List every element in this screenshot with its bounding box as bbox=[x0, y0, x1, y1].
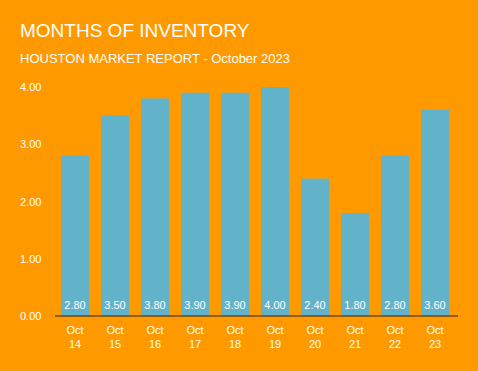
background bbox=[0, 0, 478, 371]
x-tick-label-line: Oct bbox=[186, 324, 203, 336]
x-tick-label-line: Oct bbox=[66, 324, 83, 336]
x-tick-label-line: 15 bbox=[109, 338, 121, 350]
bar bbox=[301, 179, 329, 316]
data-label: 2.80 bbox=[384, 299, 405, 311]
bar bbox=[61, 156, 89, 316]
x-tick-label: Oct 15 bbox=[106, 324, 123, 350]
data-label: 2.80 bbox=[64, 299, 85, 311]
bars bbox=[61, 87, 449, 316]
data-label: 3.90 bbox=[224, 299, 245, 311]
x-tick-label: Oct 14 bbox=[66, 324, 83, 350]
x-tick-label-line: 21 bbox=[349, 338, 361, 350]
x-tick-label: Oct 19 bbox=[266, 324, 283, 350]
bar bbox=[341, 213, 369, 316]
title: MONTHS OF INVENTORY bbox=[20, 20, 250, 41]
x-tick-label-line: 23 bbox=[429, 338, 441, 350]
bar bbox=[261, 87, 289, 316]
x-tick-label-line: 20 bbox=[309, 338, 321, 350]
bar bbox=[101, 116, 129, 316]
y-tick-label: 1.00 bbox=[20, 253, 41, 265]
data-label: 3.80 bbox=[144, 299, 165, 311]
x-tick-label-line: Oct bbox=[266, 324, 283, 336]
data-label: 3.60 bbox=[424, 299, 445, 311]
x-tick-label-line: 18 bbox=[229, 338, 241, 350]
data-label: 3.50 bbox=[104, 299, 125, 311]
x-tick-label-line: Oct bbox=[226, 324, 243, 336]
x-tick-label-line: 14 bbox=[69, 338, 81, 350]
y-tick-label: 0.00 bbox=[20, 310, 41, 322]
data-label: 1.80 bbox=[344, 299, 365, 311]
y-tick-label: 2.00 bbox=[20, 196, 41, 208]
x-tick-label-line: 22 bbox=[389, 338, 401, 350]
bar bbox=[141, 98, 169, 316]
x-tick-label-line: 19 bbox=[269, 338, 281, 350]
x-tick-label-line: Oct bbox=[146, 324, 163, 336]
x-tick-label-line: Oct bbox=[306, 324, 323, 336]
data-label: 2.40 bbox=[304, 299, 325, 311]
x-tick-label-line: 17 bbox=[189, 338, 201, 350]
bar bbox=[181, 93, 209, 316]
bar bbox=[221, 93, 249, 316]
bar bbox=[381, 156, 409, 316]
x-tick-label-line: 16 bbox=[149, 338, 161, 350]
x-tick-label-line: Oct bbox=[106, 324, 123, 336]
x-tick-label: Oct 23 bbox=[426, 324, 443, 350]
bar bbox=[421, 110, 449, 316]
x-tick-label-line: Oct bbox=[386, 324, 403, 336]
x-tick-label: Oct 17 bbox=[186, 324, 203, 350]
x-tick-label: Oct 22 bbox=[386, 324, 403, 350]
x-tick-label: Oct 20 bbox=[306, 324, 323, 350]
y-tick-label: 3.00 bbox=[20, 138, 41, 150]
chart: MONTHS OF INVENTORY HOUSTON MARKET REPORT… bbox=[0, 0, 478, 371]
x-tick-label: Oct 16 bbox=[146, 324, 163, 350]
x-axis-line bbox=[55, 316, 458, 317]
y-tick-label: 4.00 bbox=[20, 81, 41, 93]
data-label: 3.90 bbox=[184, 299, 205, 311]
x-tick-label-line: Oct bbox=[426, 324, 443, 336]
data-label: 4.00 bbox=[264, 299, 285, 311]
x-tick-label-line: Oct bbox=[346, 324, 363, 336]
x-tick-label: Oct 18 bbox=[226, 324, 243, 350]
subtitle: HOUSTON MARKET REPORT - October 2023 bbox=[20, 51, 290, 66]
x-tick-label: Oct 21 bbox=[346, 324, 363, 350]
